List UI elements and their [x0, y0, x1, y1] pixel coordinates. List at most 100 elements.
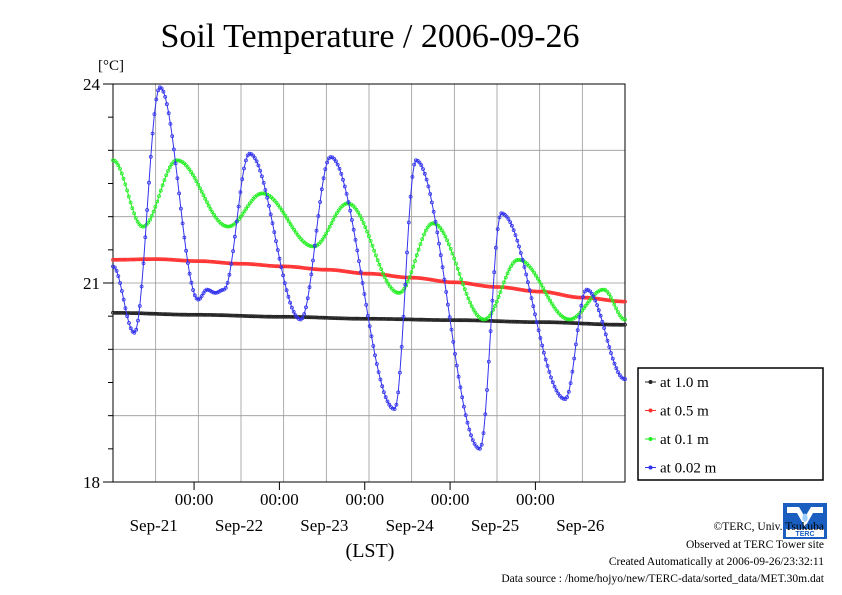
- data-point: [479, 283, 483, 288]
- data-point: [320, 237, 325, 242]
- data-point: [518, 287, 522, 292]
- data-point: [431, 209, 436, 214]
- data-point: [509, 319, 514, 324]
- data-point: [238, 190, 243, 195]
- data-point: [495, 319, 499, 324]
- data-point: [178, 258, 183, 263]
- x-axis-label: (LST): [346, 540, 395, 562]
- data-point: [607, 322, 611, 327]
- legend-label: at 0.5 m: [660, 404, 709, 420]
- data-point: [411, 317, 416, 322]
- data-point: [411, 275, 416, 280]
- data-point: [414, 253, 419, 258]
- data-point: [346, 200, 351, 204]
- data-point: [155, 311, 160, 316]
- data-point: [598, 297, 602, 302]
- data-point: [527, 320, 531, 325]
- data-point: [439, 318, 444, 323]
- data-point: [185, 261, 190, 265]
- data-point: [114, 310, 119, 315]
- data-point: [329, 221, 334, 226]
- data-point: [416, 317, 421, 322]
- data-point: [470, 282, 475, 287]
- data-point: [180, 258, 185, 263]
- data-point: [541, 286, 545, 290]
- series-3: [111, 158, 627, 322]
- data-point: [208, 207, 213, 211]
- data-point: [251, 314, 256, 319]
- data-point: [340, 316, 345, 321]
- data-point: [236, 204, 241, 209]
- data-point: [522, 265, 527, 269]
- data-point: [574, 342, 578, 347]
- data-point: [331, 217, 336, 222]
- data-point: [324, 315, 329, 320]
- data-point: [228, 313, 233, 318]
- data-point: [438, 279, 443, 284]
- data-point: [548, 298, 552, 303]
- data-point: [384, 278, 389, 283]
- data-point: [575, 295, 579, 300]
- data-point: [137, 257, 142, 262]
- data-point: [438, 225, 443, 230]
- data-point: [564, 320, 569, 325]
- data-point: [333, 268, 338, 273]
- data-point: [161, 89, 166, 94]
- data-point: [151, 257, 156, 262]
- data-point: [621, 317, 626, 321]
- data-point: [603, 322, 608, 327]
- data-point: [307, 285, 312, 290]
- data-point: [552, 291, 556, 296]
- data-point: [571, 295, 576, 299]
- data-point: [146, 311, 151, 316]
- data-point: [493, 319, 498, 324]
- data-point: [281, 314, 286, 319]
- data-point: [400, 289, 405, 294]
- data-point: [279, 208, 284, 213]
- data-point: [412, 162, 417, 167]
- data-point: [247, 201, 252, 206]
- data-point: [169, 312, 174, 317]
- data-point: [365, 271, 370, 276]
- data-point: [616, 370, 620, 375]
- data-point: [503, 285, 508, 290]
- data-point: [447, 315, 452, 320]
- data-point: [342, 269, 347, 274]
- data-point: [237, 313, 242, 318]
- data-point: [461, 282, 465, 287]
- legend-label: at 1.0 m: [660, 375, 709, 391]
- data-point: [123, 257, 128, 262]
- data-point: [282, 281, 287, 286]
- data-point: [619, 299, 624, 304]
- data-point: [609, 351, 613, 355]
- data-point: [166, 312, 171, 317]
- data-point: [369, 334, 374, 339]
- data-point: [509, 264, 514, 269]
- data-point: [495, 227, 500, 232]
- footer-created: Created Automatically at 2006-09-26/23:3…: [608, 556, 824, 568]
- data-point: [244, 206, 249, 211]
- data-point: [528, 320, 533, 325]
- data-point: [415, 275, 419, 280]
- data-point: [150, 131, 155, 136]
- data-point: [143, 311, 147, 316]
- data-point: [286, 294, 291, 299]
- data-point: [524, 272, 529, 277]
- data-point: [219, 313, 224, 318]
- data-point: [568, 294, 572, 299]
- data-point: [134, 327, 139, 332]
- data-point: [361, 271, 366, 276]
- data-point: [502, 280, 506, 285]
- data-point: [610, 356, 615, 361]
- data-point: [116, 274, 121, 279]
- data-point: [576, 295, 581, 300]
- data-point: [363, 316, 368, 321]
- data-point: [564, 293, 569, 298]
- data-point: [394, 402, 399, 407]
- data-point: [452, 280, 457, 285]
- data-point: [310, 315, 315, 320]
- data-point: [338, 316, 343, 321]
- data-point: [166, 169, 170, 173]
- data-point: [449, 327, 454, 332]
